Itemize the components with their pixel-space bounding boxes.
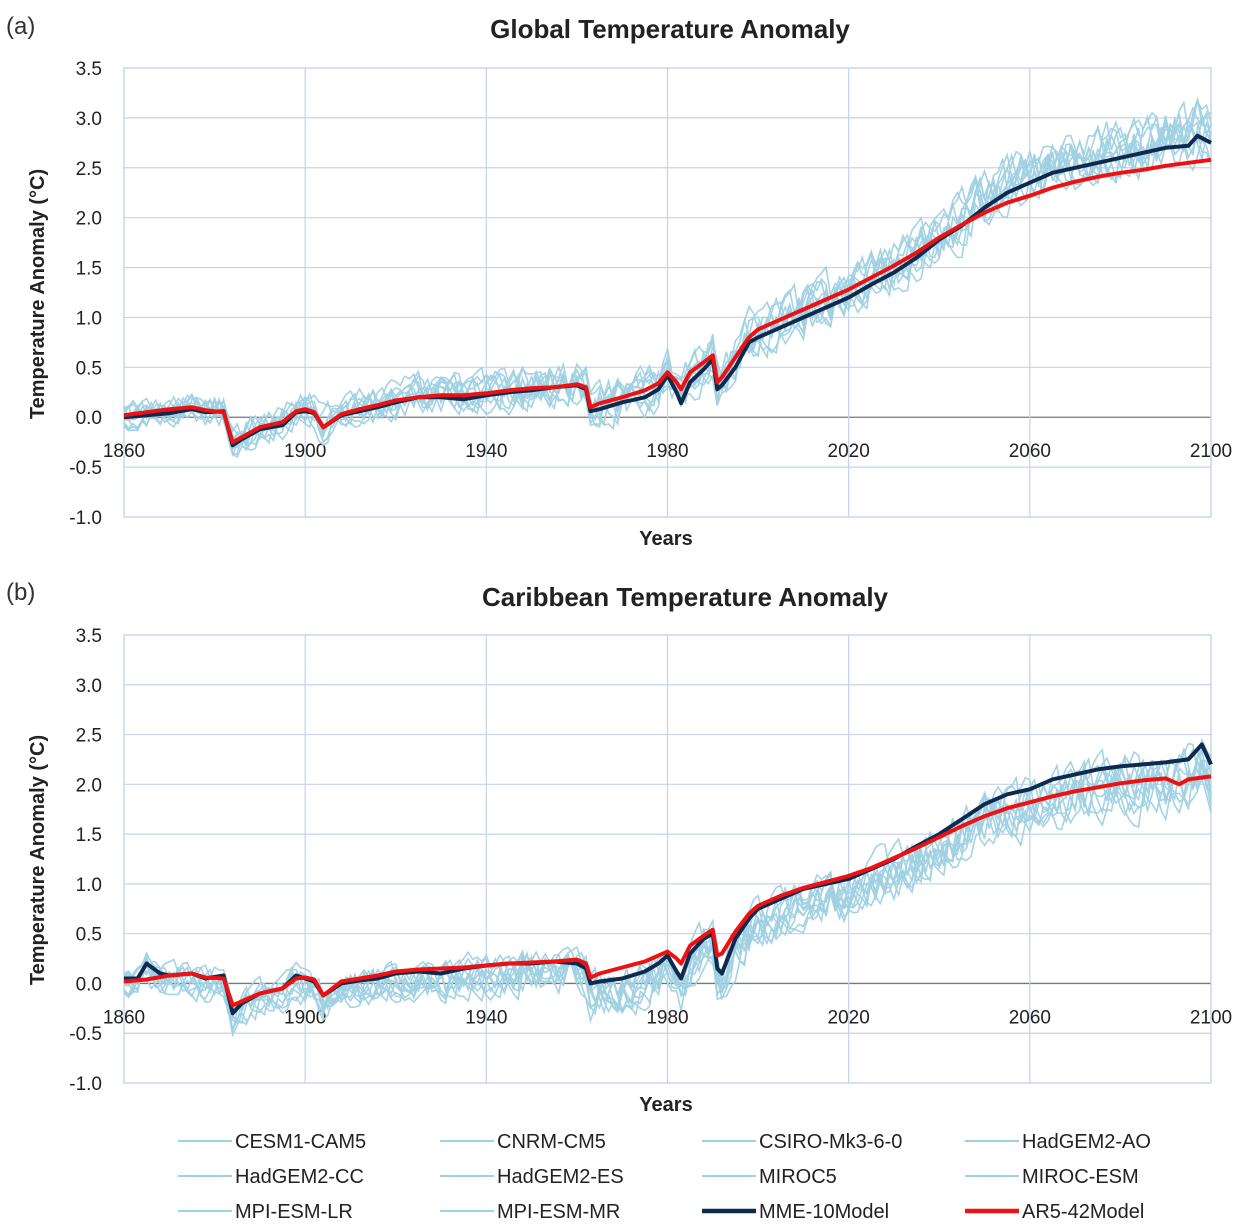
y-tick-label: -1.0: [69, 508, 102, 529]
y-tick-label: 0.0: [76, 408, 102, 429]
legend-entry: MPI-ESM-MR: [497, 1201, 620, 1223]
y-tick-label: -0.5: [69, 458, 102, 479]
x-tick-label: 1900: [284, 1007, 326, 1028]
series-line-model: [123, 755, 1212, 1016]
legend-entry: HadGEM2-AO: [1022, 1131, 1151, 1153]
y-tick-label: 1.0: [76, 875, 102, 896]
series-line-ar5-42model: [123, 157, 1212, 445]
y-tick-label: 0.0: [76, 974, 102, 995]
series-line-model: [123, 746, 1212, 1032]
x-tick-label: 1940: [465, 441, 507, 462]
x-tick-label: 2060: [1009, 1007, 1051, 1028]
legend-entry: MIROC-ESM: [1022, 1166, 1139, 1188]
chart-title: Global Temperature Anomaly: [490, 14, 850, 44]
legend-entry: MIROC5: [759, 1166, 837, 1188]
legend-entry: CESM1-CAM5: [235, 1131, 366, 1153]
y-tick-label: 2.0: [76, 775, 102, 796]
legend-entry: HadGEM2-ES: [497, 1166, 624, 1188]
y-tick-label: -0.5: [69, 1024, 102, 1045]
y-tick-label: 3.5: [76, 626, 102, 647]
legend-entry: MME-10Model: [759, 1201, 889, 1223]
chart-title: Caribbean Temperature Anomaly: [482, 582, 889, 612]
legend-entry: AR5-42Model: [1022, 1201, 1144, 1223]
series-line-model: [123, 127, 1212, 456]
y-tick-label: -1.0: [69, 1074, 102, 1095]
chart-panel-global: (a) Global Temperature Anomaly Years Tem…: [6, 13, 1232, 550]
panel-label: (a): [6, 13, 35, 40]
legend-entry: MPI-ESM-LR: [235, 1201, 353, 1223]
legend: CESM1-CAM5 CNRM-CM5 CSIRO-Mk3-6-0 HadGEM2-A…: [178, 1131, 1151, 1223]
y-tick-label: 3.0: [76, 109, 102, 130]
y-tick-label: 2.5: [76, 726, 102, 747]
legend-entry: HadGEM2-CC: [235, 1166, 364, 1188]
x-tick-label: 2020: [828, 441, 870, 462]
y-axis-label: Temperature Anomaly (°C): [27, 735, 49, 985]
y-tick-label: 3.5: [76, 59, 102, 80]
x-tick-label: 1900: [284, 441, 326, 462]
legend-entry: CSIRO-Mk3-6-0: [759, 1131, 902, 1153]
plot-frame: [123, 634, 1212, 1084]
plot-frame: [123, 67, 1212, 518]
y-tick-label: 0.5: [76, 925, 102, 946]
series-line-model: [123, 765, 1212, 1020]
y-tick-label: 3.0: [76, 676, 102, 697]
y-axis-label: Temperature Anomaly (°C): [27, 169, 49, 419]
y-tick-label: 1.0: [76, 308, 102, 329]
y-tick-label: 2.0: [76, 209, 102, 230]
x-tick-label: 2020: [828, 1007, 870, 1028]
x-axis-label: Years: [639, 528, 692, 550]
legend-entry: CNRM-CM5: [497, 1131, 606, 1153]
x-axis-label: Years: [639, 1094, 692, 1116]
x-tick-label: 1980: [646, 441, 688, 462]
chart-panel-caribbean: (b) Caribbean Temperature Anomaly Years …: [6, 579, 1232, 1116]
x-tick-label: 1940: [465, 1007, 507, 1028]
panel-label: (b): [6, 579, 35, 606]
y-tick-label: 1.5: [76, 825, 102, 846]
x-tick-label: 1980: [646, 1007, 688, 1028]
y-tick-label: 2.5: [76, 159, 102, 180]
y-tick-label: 1.5: [76, 259, 102, 280]
y-tick-label: 0.5: [76, 358, 102, 379]
series-line-model: [123, 96, 1212, 451]
x-tick-label: 2060: [1009, 441, 1051, 462]
series-line-ar5-42model: [123, 774, 1212, 1008]
series-line-model: [123, 105, 1212, 449]
